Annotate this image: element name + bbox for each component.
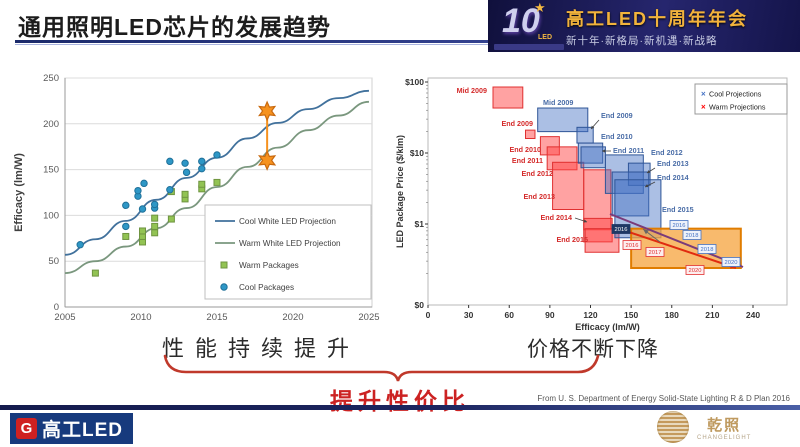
svg-text:End 2011: End 2011 <box>512 156 543 165</box>
svg-text:2016: 2016 <box>673 223 686 229</box>
banner-text: 高工LED十周年年会 新十年·新格局·新机遇·新战略 <box>566 5 748 48</box>
svg-text:60: 60 <box>505 310 515 320</box>
price-chart-svg: $100 $10 $1 $00 30 60 90 120 150 180 210 240 Efficac… <box>395 77 788 332</box>
svg-text:Cool Projections: Cool Projections <box>709 90 762 99</box>
svg-text:$0: $0 <box>415 300 425 310</box>
event-banner: 10 ★ LED 高工LED十周年年会 新十年·新格局·新机遇·新战略 <box>488 0 800 52</box>
title-underline-thin <box>15 44 488 45</box>
svg-text:2016: 2016 <box>626 243 639 249</box>
svg-text:End 2012: End 2012 <box>651 148 683 157</box>
svg-text:240: 240 <box>746 310 760 320</box>
svg-text:End 2015: End 2015 <box>662 205 694 214</box>
svg-text:End 2010: End 2010 <box>601 132 633 141</box>
title-underline <box>15 40 488 43</box>
svg-text:2018: 2018 <box>686 233 699 239</box>
svg-text:Mid 2009: Mid 2009 <box>543 98 573 107</box>
svg-text:120: 120 <box>583 310 597 320</box>
price-chart-panel: $100 $10 $1 $0 0 30 60 90 120 150 180 210 240 Efficac… <box>395 62 795 338</box>
svg-text:2017: 2017 <box>649 250 662 256</box>
tenth-anniversary-logo: 10 ★ LED <box>488 0 566 52</box>
svg-text:Warm Packages: Warm Packages <box>239 261 299 270</box>
svg-text:×: × <box>701 90 706 99</box>
svg-text:LED Package Price ($/klm): LED Package Price ($/klm) <box>395 135 405 248</box>
page-title: 通用照明LED芯片的发展趋势 <box>18 14 331 40</box>
svg-text:End 2013: End 2013 <box>523 192 555 201</box>
caption-performance: 性能持续提升 <box>161 336 360 361</box>
svg-text:2020: 2020 <box>725 260 738 266</box>
svg-text:150: 150 <box>624 310 638 320</box>
brace-graphic <box>163 354 600 382</box>
ggled-logo-text: 高工LED <box>42 420 124 441</box>
changelight-logo: 乾照 CHANGELIGHT <box>657 411 751 443</box>
efficacy-chart-panel: 0 50 100 150 200 250 2005 2010 2015 2020 2025 Effic… <box>8 62 392 332</box>
bottom-divider <box>0 405 800 410</box>
banner-subtitle: 新十年·新格局·新机遇·新战略 <box>566 34 718 47</box>
svg-text:250: 250 <box>43 73 59 84</box>
svg-text:Mid 2009: Mid 2009 <box>457 86 487 95</box>
svg-text:100: 100 <box>43 210 59 221</box>
ggled-logo-icon: G <box>16 418 37 439</box>
caption-value: 提升性价比 <box>330 388 470 414</box>
ten-logo-led: LED <box>538 34 552 41</box>
svg-text:2025: 2025 <box>358 312 379 323</box>
svg-text:End 2013: End 2013 <box>657 159 689 168</box>
changelight-sub: CHANGELIGHT <box>697 434 752 441</box>
svg-text:Efficacy (lm/W): Efficacy (lm/W) <box>13 153 25 232</box>
svg-text:End 2014: End 2014 <box>540 213 572 222</box>
banner-logo-strip <box>494 44 564 50</box>
svg-text:$10: $10 <box>410 148 424 158</box>
svg-text:150: 150 <box>43 165 59 176</box>
svg-text:0: 0 <box>426 310 431 320</box>
star-icon: ★ <box>534 0 546 15</box>
svg-text:End 2014: End 2014 <box>657 173 689 182</box>
svg-text:End 2009: End 2009 <box>501 119 533 128</box>
svg-text:90: 90 <box>545 310 555 320</box>
svg-text:End 2009: End 2009 <box>601 111 633 120</box>
svg-text:2015: 2015 <box>206 312 227 323</box>
svg-text:×: × <box>701 103 706 112</box>
svg-text:2020: 2020 <box>689 268 702 274</box>
svg-text:0: 0 <box>54 302 59 313</box>
svg-text:50: 50 <box>48 256 59 267</box>
svg-text:2018: 2018 <box>701 247 714 253</box>
svg-text:End 2015: End 2015 <box>556 235 588 244</box>
svg-text:2010: 2010 <box>130 312 151 323</box>
svg-text:Warm Projections: Warm Projections <box>709 103 766 112</box>
svg-text:2016: 2016 <box>615 227 628 233</box>
source-note: From U. S. Department of Energy Solid-St… <box>537 394 790 403</box>
svg-text:30: 30 <box>464 310 474 320</box>
svg-text:Cool Packages: Cool Packages <box>239 283 294 292</box>
svg-text:2020: 2020 <box>282 312 303 323</box>
efficacy-chart-svg: 0 50 100 150 200 250 2005 2010 2015 2020 2025 Effic… <box>13 73 380 323</box>
svg-text:End 2011: End 2011 <box>613 146 644 155</box>
changelight-name: 乾照 <box>707 416 742 434</box>
ten-logo-number: 10 <box>502 2 540 40</box>
svg-text:$1: $1 <box>415 219 425 229</box>
svg-text:$100: $100 <box>405 77 424 87</box>
svg-text:Cool White LED Projection: Cool White LED Projection <box>239 217 336 226</box>
svg-text:Warm White LED Projection: Warm White LED Projection <box>239 239 341 248</box>
svg-text:End 2010: End 2010 <box>509 145 541 154</box>
svg-text:Efficacy (lm/W): Efficacy (lm/W) <box>575 322 640 332</box>
svg-text:End 2012: End 2012 <box>521 169 553 178</box>
ggled-logo: G 高工LED <box>10 413 134 444</box>
svg-text:180: 180 <box>665 310 679 320</box>
banner-title: 高工LED十周年年会 <box>566 8 748 29</box>
caption-price: 价格不断下降 <box>527 338 659 361</box>
svg-text:200: 200 <box>43 119 59 130</box>
svg-text:210: 210 <box>705 310 719 320</box>
globe-icon <box>657 411 689 443</box>
svg-text:2005: 2005 <box>54 312 75 323</box>
